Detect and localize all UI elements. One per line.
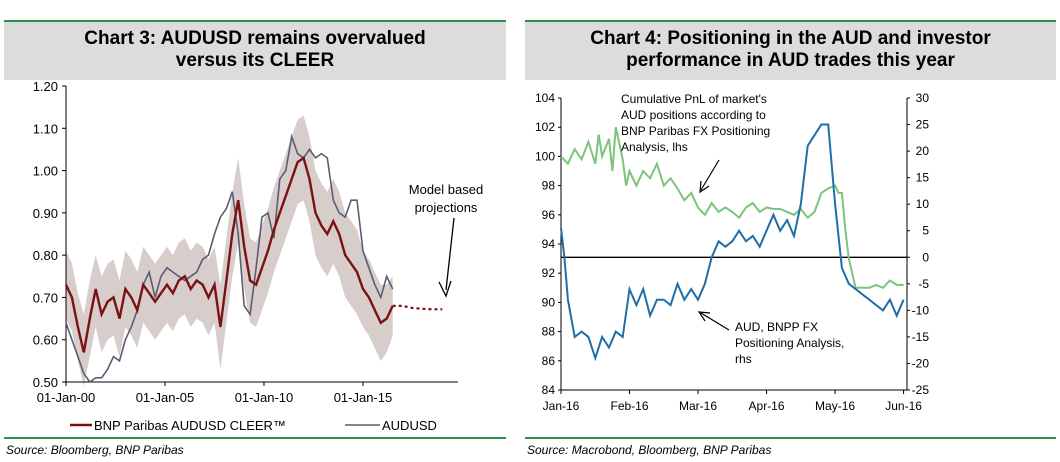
chart-4-left-tick-label: 104	[535, 91, 555, 105]
chart-4-x-tick-label: Apr-16	[749, 399, 785, 413]
chart-4-left-tick-label: 88	[542, 325, 556, 339]
projection-annotation: projections	[415, 200, 478, 215]
chart-4-title-line-2: performance in AUD trades this year	[626, 50, 955, 71]
chart-4-source: Source: Macrobond, Bloomberg, BNP Pariba…	[527, 443, 772, 457]
chart-3-y-tick-label: 0.50	[33, 375, 58, 390]
chart-3-y-tick-label: 1.10	[33, 121, 58, 136]
chart-3-x-tick-label: 01-Jan-05	[136, 390, 195, 405]
chart-4-title-band: Chart 4: Positioning in the AUD and inve…	[525, 20, 1056, 80]
chart-3-x-tick-label: 01-Jan-15	[334, 390, 393, 405]
aud-arrow-shaft	[700, 312, 730, 331]
chart-3-panel: Chart 3: AUDUSD remains overvalued versu…	[0, 0, 510, 462]
aud-annotation: Positioning Analysis,	[735, 336, 844, 350]
chart-3-source: Source: Bloomberg, BNP Paribas	[6, 443, 184, 457]
chart-3-title-line-2: versus its CLEER	[175, 50, 335, 71]
chart-3-title-band: Chart 3: AUDUSD remains overvalued versu…	[4, 20, 506, 80]
chart-4-left-tick-label: 98	[542, 179, 556, 193]
chart-4-x-tick-label: Feb-16	[610, 399, 648, 413]
chart-4-right-tick-label: 30	[916, 91, 930, 105]
chart-4-right-tick-label: 25	[916, 118, 930, 132]
chart-4-right-tick-label: 10	[916, 197, 930, 211]
projection-line	[392, 304, 443, 311]
pnl-arrow-shaft	[700, 159, 720, 191]
chart-4-x-tick-label: May-16	[815, 399, 855, 413]
pnl-annotation: Cumulative PnL of market's	[621, 92, 767, 106]
chart-3-y-tick-label: 0.80	[33, 248, 58, 263]
chart-4-left-tick-label: 102	[535, 120, 555, 134]
chart-4-left-tick-label: 92	[542, 266, 556, 280]
chart-4-left-tick-label: 96	[542, 208, 556, 222]
chart-4-right-tick-label: -15	[912, 330, 930, 344]
aud-annotation: rhs	[735, 352, 752, 366]
projection-arrow-head	[438, 280, 452, 298]
legend-cleer-label: BNP Paribas AUDUSD CLEER™	[94, 418, 286, 433]
chart-4-panel: Chart 4: Positioning in the AUD and inve…	[521, 0, 1060, 462]
chart-3-y-tick-label: 0.70	[33, 290, 58, 305]
aud-annotation: AUD, BNPP FX	[735, 320, 818, 334]
pnl-annotation: BNP Paribas FX Positioning	[621, 124, 770, 138]
aud-arrow-head	[697, 311, 711, 322]
chart-3-y-tick-label: 0.60	[33, 333, 58, 348]
chart-4-x-tick-label: Jun-16	[885, 399, 922, 413]
chart-3-x-tick-label: 01-Jan-00	[37, 390, 96, 405]
aud-positioning-line	[560, 123, 905, 362]
chart-4-right-tick-label: 0	[922, 250, 929, 264]
chart-3-y-tick-label: 1.00	[33, 164, 58, 179]
chart-3-y-tick-label: 0.90	[33, 206, 58, 221]
chart-4-title-line-1: Chart 4: Positioning in the AUD and inve…	[590, 28, 991, 49]
pnl-line	[560, 126, 904, 289]
chart-3-bottom-rule	[4, 437, 506, 439]
chart-4-right-tick-label: 15	[916, 171, 930, 185]
chart-4-left-tick-label: 86	[542, 354, 556, 368]
chart-4-right-tick-label: 5	[922, 224, 929, 238]
chart-4-left-tick-label: 90	[542, 295, 556, 309]
chart-3-title-line-1: Chart 3: AUDUSD remains overvalued	[84, 28, 426, 49]
legend-audusd-label: AUDUSD	[382, 418, 437, 433]
chart-4-bottom-rule	[525, 437, 1056, 439]
chart-4-left-tick-label: 94	[542, 237, 556, 251]
chart-4-right-tick-label: -20	[912, 356, 930, 370]
chart-4-x-tick-label: Mar-16	[679, 399, 717, 413]
chart-4-right-tick-label: -25	[912, 383, 930, 397]
chart-4-left-tick-label: 84	[542, 383, 556, 397]
audusd-line	[65, 133, 394, 384]
pnl-annotation: AUD positions according to	[621, 108, 766, 122]
projection-annotation: Model based	[409, 182, 483, 197]
pnl-arrow-head	[699, 180, 710, 194]
chart-3-x-tick-label: 01-Jan-10	[235, 390, 294, 405]
cleer-line	[64, 155, 394, 353]
projection-arrow-shaft	[445, 217, 455, 291]
pnl-annotation: Analysis, lhs	[621, 140, 688, 154]
chart-4-left-tick-label: 100	[535, 149, 555, 163]
chart-4-right-tick-label: -5	[918, 277, 929, 291]
chart-4-right-tick-label: -10	[912, 303, 930, 317]
chart-4-x-tick-label: Jan-16	[543, 399, 580, 413]
chart-4-right-tick-label: 20	[916, 144, 930, 158]
chart-3-y-tick-label: 1.20	[33, 79, 58, 94]
chart-3-svg: 0.50 0.60 0.70 0.80 0.90 1.00 1.10 1.20 01-Jan-0…	[33, 79, 484, 433]
chart-4-svg: 84 86 88 90 92 94 96 98 100 102 104 -25 -20 -15 -10 -5 0…	[535, 91, 930, 413]
